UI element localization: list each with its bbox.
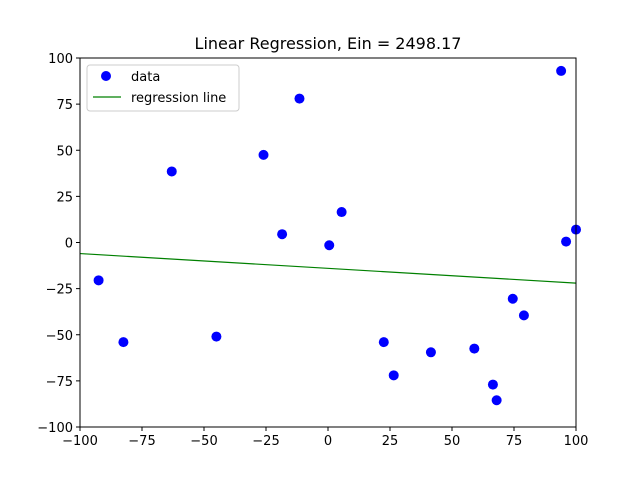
- x-tick-label: −25: [252, 434, 279, 449]
- y-tick-label: −25: [46, 283, 73, 298]
- x-tick-label: 25: [382, 434, 399, 449]
- y-tick-label: 0: [65, 237, 73, 252]
- data-point: [118, 337, 129, 348]
- legend-data-marker: [101, 71, 111, 81]
- y-tick-label: 75: [56, 98, 73, 113]
- data-point: [556, 65, 567, 76]
- data-point: [487, 379, 498, 390]
- data-point: [258, 149, 269, 160]
- regression-line: [80, 252, 576, 284]
- data-point: [294, 93, 305, 104]
- data-point: [378, 337, 389, 348]
- x-tick-label: 50: [444, 434, 461, 449]
- x-tick-label: −75: [128, 434, 155, 449]
- data-point: [324, 240, 335, 251]
- legend-label-data: data: [131, 70, 160, 85]
- x-tick-label: 0: [324, 434, 332, 449]
- data-point: [561, 236, 572, 247]
- data-point: [166, 166, 177, 177]
- legend: data regression line: [86, 64, 240, 112]
- y-tick-label: 25: [56, 190, 73, 205]
- y-tick-label: −100: [37, 421, 73, 436]
- data-point: [469, 343, 480, 354]
- data-point: [211, 331, 222, 342]
- y-tick-label: −75: [46, 375, 73, 390]
- x-tick-label: 75: [506, 434, 523, 449]
- data-point: [491, 395, 502, 406]
- data-point: [518, 310, 529, 321]
- data-point: [388, 370, 399, 381]
- y-tick-label: 50: [56, 144, 73, 159]
- axes: −100 −75 −50 −25 0 25 50 75 100 −100 −75 −50 −25 0 25 5…: [37, 52, 588, 449]
- data-point: [336, 207, 347, 218]
- x-tick-label: −50: [190, 434, 217, 449]
- x-tick-label: 100: [564, 434, 589, 449]
- data-point: [425, 347, 436, 358]
- x-tick-label: −100: [62, 434, 98, 449]
- data-point: [277, 229, 288, 240]
- y-tick-label: 100: [48, 52, 73, 67]
- legend-box: [86, 64, 240, 112]
- data-point: [507, 293, 518, 304]
- plot-area: [80, 65, 581, 406]
- y-tick-label: −50: [46, 329, 73, 344]
- legend-label-regression-line: regression line: [131, 91, 226, 106]
- data-point: [93, 275, 104, 286]
- chart-title: Linear Regression, Ein = 2498.17: [195, 34, 462, 53]
